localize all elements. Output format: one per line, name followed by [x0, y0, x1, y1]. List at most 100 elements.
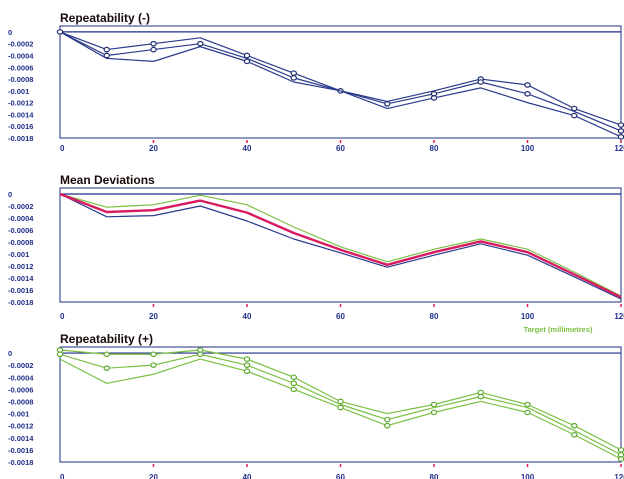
x-tick-label: 100 — [521, 473, 535, 479]
x-tick-label: 80 — [430, 312, 439, 321]
y-tick-label: -0.0008 — [8, 397, 33, 406]
y-tick-label: -0.0002 — [8, 361, 33, 370]
y-tick-labels: 0 -0.0002 -0.0004 -0.0006 -0.0008 -0.001 -0.00… — [8, 28, 34, 143]
data-point — [524, 82, 531, 88]
data-point — [150, 351, 157, 358]
data-point — [103, 46, 110, 53]
series-line — [59, 353, 622, 456]
y-tick-label: -0.0004 — [8, 214, 34, 223]
x-tick-label: 60 — [336, 144, 345, 153]
x-tick-label: 20 — [149, 312, 158, 321]
plot-frame — [59, 25, 622, 139]
data-point — [243, 58, 251, 65]
plot-border — [59, 25, 622, 139]
y-tick-label: -0.0018 — [8, 134, 33, 143]
series-line — [59, 31, 622, 132]
x-tick-labels: 0 20 40 60 80 100 120 — [60, 304, 624, 321]
data-point — [477, 79, 484, 85]
y-tick-label: -0.0018 — [8, 298, 33, 307]
x-tick-label: 120 — [614, 312, 624, 321]
y-tick-label: -0.001 — [8, 87, 29, 96]
plot-frame — [59, 187, 622, 303]
data-point — [337, 404, 344, 411]
y-tick-label: -0.0012 — [8, 99, 33, 108]
series-line — [59, 193, 622, 297]
y-tick-label: -0.0006 — [8, 385, 33, 394]
data-point — [477, 393, 484, 400]
x-tick-label: 0 — [60, 144, 65, 153]
data-point — [290, 386, 297, 393]
x-tick-label: 80 — [430, 144, 439, 153]
y-tick-label: -0.0002 — [8, 40, 33, 49]
x-tick-label: 40 — [243, 312, 252, 321]
data-point — [430, 95, 438, 101]
data-point — [617, 456, 624, 462]
data-point — [56, 29, 64, 35]
y-tick-label: -0.0008 — [8, 75, 33, 84]
chart-title: Repeatability (+) — [60, 332, 153, 346]
data-point — [197, 40, 204, 47]
y-tick-label: -0.0014 — [8, 110, 34, 119]
x-tick-label: 60 — [336, 473, 345, 479]
x-tick-label: 100 — [521, 144, 535, 153]
data-point — [243, 362, 251, 368]
y-tick-label: -0.0004 — [8, 51, 34, 60]
data-point — [103, 52, 110, 59]
data-point — [290, 70, 297, 76]
data-point — [384, 422, 391, 429]
x-tick-label: 40 — [243, 144, 252, 153]
series-line — [59, 31, 622, 138]
x-axis-label: Target (millimetres) — [523, 325, 593, 334]
data-point — [197, 351, 204, 358]
series-lines — [59, 192, 622, 300]
y-tick-label: -0.0016 — [8, 122, 33, 131]
chart-mean-deviations: Mean Deviations 0 -0.0002 -0.0004 -0.0006 -0… — [8, 173, 624, 334]
chart-title: Repeatability (-) — [60, 11, 150, 25]
y-tick-label: -0.0016 — [8, 286, 33, 295]
data-point — [524, 401, 531, 408]
data-point — [150, 46, 157, 53]
data-point — [571, 112, 578, 119]
y-tick-label: -0.001 — [8, 250, 29, 259]
y-tick-label: -0.0014 — [8, 274, 34, 283]
data-point — [243, 368, 251, 375]
chart-repeatability-minus: Repeatability (-) 0 -0.0002 -0.0004 -0.0006… — [8, 11, 624, 153]
data-point — [430, 409, 438, 416]
y-tick-label: -0.0012 — [8, 422, 33, 431]
data-point — [524, 409, 531, 416]
x-tick-label: 120 — [614, 144, 624, 153]
x-tick-label: 0 — [60, 473, 65, 479]
data-point — [571, 422, 578, 429]
y-tick-label: -0.0002 — [8, 202, 33, 211]
x-tick-label: 120 — [614, 473, 624, 479]
y-tick-label: 0 — [8, 28, 12, 37]
y-tick-label: -0.0004 — [8, 373, 34, 382]
y-tick-label: -0.0008 — [8, 238, 33, 247]
data-point — [617, 134, 624, 140]
y-tick-label: -0.0012 — [8, 262, 33, 271]
data-point — [337, 398, 344, 405]
y-tick-label: -0.001 — [8, 410, 29, 419]
data-point — [103, 365, 110, 371]
data-point — [243, 52, 251, 59]
x-tick-label: 100 — [521, 312, 535, 321]
data-point — [617, 122, 624, 128]
data-point — [571, 431, 578, 438]
x-tick-label: 40 — [243, 473, 252, 479]
data-point — [571, 105, 578, 112]
data-point — [290, 380, 297, 387]
plot-border — [59, 346, 622, 463]
data-point — [430, 401, 438, 408]
x-tick-labels: 0 20 40 60 80 100 120 — [60, 140, 624, 153]
plot-border — [59, 187, 622, 303]
data-point — [617, 447, 624, 453]
y-tick-label: -0.0006 — [8, 63, 33, 72]
y-tick-labels: 0 -0.0002 -0.0004 -0.0006 -0.0008 -0.001 -0.00… — [8, 349, 34, 467]
data-point — [56, 351, 64, 358]
series-lines — [56, 29, 624, 140]
x-tick-label: 0 — [60, 312, 65, 321]
data-point — [524, 90, 531, 97]
data-point — [617, 128, 624, 134]
data-point — [290, 374, 297, 381]
